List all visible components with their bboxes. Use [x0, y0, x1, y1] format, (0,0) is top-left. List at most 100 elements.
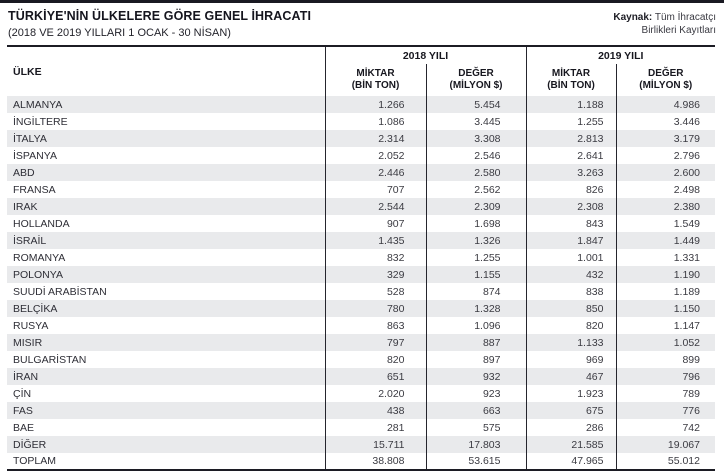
value-cell: 2.380 — [615, 198, 715, 215]
country-cell: İNGİLTERE — [13, 115, 68, 128]
table-header: ÜLKE 2018 YILI 2019 YILI MİKTAR (BİN TON… — [7, 46, 715, 96]
column-header-line: DEĞER — [647, 68, 684, 80]
country-cell: POLONYA — [7, 266, 325, 283]
value-cell: 776 — [615, 402, 715, 419]
value-cell: 467 — [525, 368, 616, 385]
value-cell: 19.067 — [615, 436, 715, 453]
value-cell: 796 — [615, 368, 715, 385]
value-cell: 432 — [525, 266, 616, 283]
country-cell: İSPANYA — [13, 149, 57, 162]
value-cell: 1.255 — [525, 113, 616, 130]
table-row: MISIR 797 887 1.133 1.052 — [7, 334, 715, 351]
value-cell: 832 — [324, 249, 426, 266]
value-cell: 1.096 — [425, 317, 526, 334]
value-cell: 2.562 — [425, 181, 526, 198]
column-header-line: DEĞER — [458, 68, 494, 80]
country-cell: HOLLANDA — [13, 217, 70, 230]
source-note: Kaynak: Tüm İhracatçı Birlikleri Kayıtla… — [613, 9, 716, 37]
value-cell: 286 — [525, 419, 616, 436]
value-cell: 742 — [615, 419, 715, 436]
country-cell: TOPLAM — [13, 455, 56, 467]
value-cell: 3.308 — [425, 130, 526, 147]
value-cell: 438 — [324, 402, 426, 419]
value-cell: 923 — [425, 385, 526, 402]
value-cell: 2.020 — [324, 385, 426, 402]
header-titles: TÜRKİYE'NİN ÜLKELERE GÖRE GENEL İHRACATI… — [8, 9, 311, 40]
table-row: İSRAİL 1.435 1.326 1.847 1.449 — [7, 232, 715, 249]
value-cell: 15.711 — [324, 436, 426, 453]
value-cell: 969 — [525, 351, 616, 368]
table-row: POLONYA 329 1.155 432 1.190 — [7, 266, 715, 283]
value-cell: 1.449 — [615, 232, 715, 249]
export-data-table: ÜLKE 2018 YILI 2019 YILI MİKTAR (BİN TON… — [7, 45, 715, 471]
value-cell: 2.641 — [525, 147, 616, 164]
value-cell: 780 — [324, 300, 426, 317]
value-cell: 528 — [324, 283, 426, 300]
value-cell: 2.446 — [324, 164, 426, 181]
table-row: ÇİN 2.020 923 1.923 789 — [7, 385, 715, 402]
value-cell: 1.435 — [324, 232, 426, 249]
table-row: HOLLANDA 907 1.698 843 1.549 — [7, 215, 715, 232]
value-cell: 2.796 — [615, 147, 715, 164]
value-cell: 1.001 — [525, 249, 616, 266]
value-cell: 53.615 — [425, 453, 526, 470]
value-cell: 1.150 — [615, 300, 715, 317]
column-header-country: ÜLKE — [13, 65, 42, 78]
value-cell: 707 — [324, 181, 426, 198]
value-cell: 1.847 — [525, 232, 616, 249]
value-cell: 863 — [324, 317, 426, 334]
country-cell: ALMANYA — [7, 96, 325, 113]
value-cell: 2.052 — [324, 147, 426, 164]
column-header-line: (MİLYON $) — [449, 80, 503, 91]
country-cell: SUUDİ ARABİSTAN — [13, 285, 107, 298]
value-cell: 1.086 — [324, 113, 426, 130]
value-cell: 899 — [615, 351, 715, 368]
table-row: İNGİLTERE 1.086 3.445 1.255 3.446 — [7, 113, 715, 130]
table-row: BULGARİSTAN 820 897 969 899 — [7, 351, 715, 368]
country-cell: BULGARİSTAN — [13, 353, 87, 366]
column-header-2019-deger: DEĞER (MİLYON $) — [615, 64, 715, 96]
value-cell: 55.012 — [615, 453, 715, 470]
column-group-2018: 2018 YILI — [324, 46, 526, 64]
country-cell: İSRAİL — [7, 232, 325, 249]
value-cell: 1.189 — [615, 283, 715, 300]
value-cell: 4.986 — [615, 96, 715, 113]
value-cell: 932 — [425, 368, 526, 385]
value-cell: 1.255 — [425, 249, 526, 266]
value-cell: 887 — [425, 334, 526, 351]
value-cell: 2.544 — [324, 198, 426, 215]
value-cell: 1.326 — [425, 232, 526, 249]
value-cell: 3.179 — [615, 130, 715, 147]
value-cell: 1.331 — [615, 249, 715, 266]
column-header-line: (MİLYON $) — [639, 80, 693, 91]
source-text-1: Tüm İhracatçı — [654, 12, 716, 23]
value-cell: 2.498 — [615, 181, 715, 198]
table-row: IRAK 2.544 2.309 2.308 2.380 — [7, 198, 715, 215]
country-cell: DİĞER — [7, 436, 325, 453]
value-cell: 1.190 — [615, 266, 715, 283]
column-header-line: (BİN TON) — [351, 80, 400, 91]
value-cell: 5.454 — [425, 96, 526, 113]
value-cell: 3.445 — [425, 113, 526, 130]
source-line-1: Kaynak: Tüm İhracatçı — [613, 11, 716, 24]
column-group-2019: 2019 YILI — [525, 46, 715, 64]
value-cell: 21.585 — [525, 436, 616, 453]
country-cell: ABD — [7, 164, 325, 181]
country-cell: ÇİN — [13, 387, 32, 400]
column-header-2018-miktar: MİKTAR (BİN TON) — [324, 64, 426, 96]
value-cell: 850 — [525, 300, 616, 317]
source-label: Kaynak: — [613, 12, 653, 23]
value-cell: 826 — [525, 181, 616, 198]
value-cell: 820 — [324, 351, 426, 368]
column-header-2019-miktar: MİKTAR (BİN TON) — [525, 64, 616, 96]
value-cell: 38.808 — [324, 453, 426, 470]
value-cell: 47.965 — [525, 453, 616, 470]
page-title: TÜRKİYE'NİN ÜLKELERE GÖRE GENEL İHRACATI — [8, 9, 312, 23]
page-subtitle: (2018 VE 2019 YILLARI 1 OCAK - 30 NİSAN) — [8, 26, 231, 39]
value-cell: 2.813 — [525, 130, 616, 147]
value-cell: 2.309 — [425, 198, 526, 215]
value-cell: 281 — [324, 419, 426, 436]
value-cell: 1.155 — [425, 266, 526, 283]
value-cell: 2.580 — [425, 164, 526, 181]
value-cell: 663 — [425, 402, 526, 419]
